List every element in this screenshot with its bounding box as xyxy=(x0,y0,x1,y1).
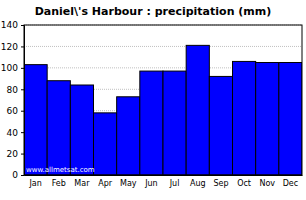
y-tick-label: 20 xyxy=(7,149,19,159)
y-tick: 40 xyxy=(7,128,24,138)
x-tick-label: Apr xyxy=(98,179,113,188)
y-axis-line xyxy=(21,26,25,176)
y-tick-mark xyxy=(21,25,24,26)
bar xyxy=(279,63,302,176)
bar xyxy=(163,71,186,175)
x-tick: Aug xyxy=(190,175,206,188)
y-tick-label: 40 xyxy=(7,128,19,138)
y-tick: 60 xyxy=(7,106,24,116)
x-tick: Feb xyxy=(52,175,66,188)
x-tick-label: Dec xyxy=(283,179,298,188)
x-tick-label: Aug xyxy=(190,179,206,188)
plot: 0 20 40 60 80 100 120 140 Jan Feb Mar Apr May Jun Jul A… xyxy=(1,20,303,187)
y-tick: 140 xyxy=(1,20,24,30)
y-tick-label: 80 xyxy=(7,85,19,95)
x-tick-label: Feb xyxy=(52,179,66,188)
y-tick-mark xyxy=(21,68,24,69)
x-axis: Jan Feb Mar Apr May Jun Jul Aug Sep Oct Nov Dec xyxy=(25,175,303,188)
x-axis-line xyxy=(25,175,303,176)
x-tick: Apr xyxy=(98,175,113,188)
bars xyxy=(24,45,302,175)
x-tick: Jul xyxy=(169,175,180,188)
x-tick: Nov xyxy=(259,175,275,188)
bar xyxy=(24,65,47,175)
y-tick-mark xyxy=(21,89,24,90)
x-tick: Jan xyxy=(28,175,41,188)
x-tick: Mar xyxy=(74,175,90,188)
bar xyxy=(256,63,279,176)
y-tick-label: 100 xyxy=(1,63,18,73)
x-tick-label: Sep xyxy=(213,179,228,188)
y-tick-mark xyxy=(21,46,24,47)
y-tick-label: 140 xyxy=(1,20,18,30)
chart: 0 20 40 60 80 100 120 140 Jan Feb Mar Apr May Jun Jul A… xyxy=(0,0,306,200)
bar xyxy=(233,61,256,175)
y-axis: 0 20 40 60 80 100 120 140 xyxy=(1,20,25,180)
x-tick-label: Mar xyxy=(74,179,90,188)
bar xyxy=(94,113,117,175)
bar xyxy=(47,81,70,175)
x-tick-label: May xyxy=(120,179,137,188)
y-tick: 120 xyxy=(1,42,24,52)
title: Daniel\'s Harbour : precipitation (mm) xyxy=(35,5,272,18)
y-tick: 0 xyxy=(12,170,24,180)
bar xyxy=(209,76,232,175)
grid xyxy=(24,25,302,175)
bar xyxy=(186,45,209,175)
y-tick-mark xyxy=(21,154,24,155)
y-tick: 20 xyxy=(7,149,24,159)
x-tick-label: Jun xyxy=(144,179,158,188)
x-tick-label: Jul xyxy=(169,179,180,188)
y-tick-label: 0 xyxy=(12,170,18,180)
x-tick: Oct xyxy=(237,175,251,188)
y-tick: 80 xyxy=(7,85,24,95)
x-tick: Sep xyxy=(213,175,228,188)
bar xyxy=(117,97,140,175)
watermark: www.allmetsat.com xyxy=(26,166,95,174)
y-tick-mark xyxy=(21,111,24,112)
x-tick-label: Nov xyxy=(259,179,275,188)
bar xyxy=(140,71,163,175)
y-tick-label: 60 xyxy=(7,106,19,116)
y-tick: 100 xyxy=(1,63,24,73)
y-tick-mark xyxy=(21,175,24,176)
x-tick: Dec xyxy=(283,175,298,188)
bar xyxy=(70,85,93,175)
plot-frame xyxy=(24,25,302,175)
x-tick: Jun xyxy=(144,175,158,188)
y-tick-mark xyxy=(21,132,24,133)
x-tick-label: Jan xyxy=(28,179,41,188)
y-tick-label: 120 xyxy=(1,42,18,52)
grid-line xyxy=(24,46,302,47)
x-tick: May xyxy=(120,175,137,188)
x-tick-label: Oct xyxy=(237,179,251,188)
